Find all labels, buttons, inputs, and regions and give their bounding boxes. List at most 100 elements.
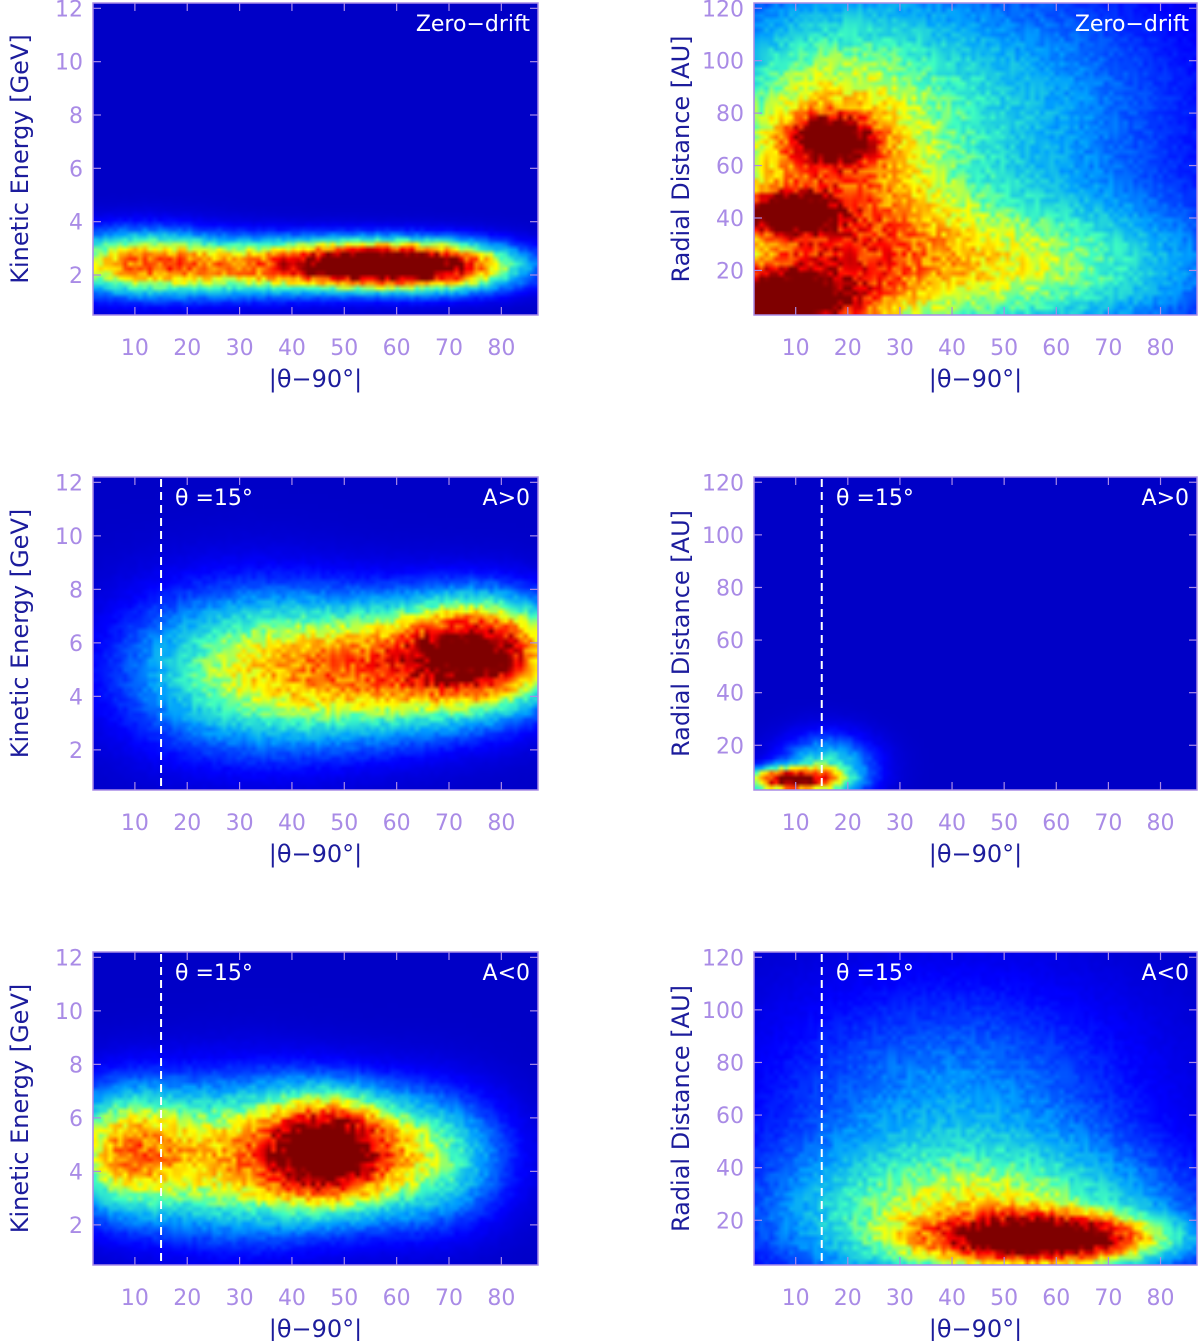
- x-tick-label: 10: [121, 336, 149, 361]
- x-axis-label: |θ−90°|: [929, 840, 1023, 868]
- x-tick-label: 10: [782, 336, 810, 361]
- x-tick-label: 10: [782, 811, 810, 836]
- x-tick-label: 50: [330, 811, 358, 836]
- x-tick-label: 20: [173, 336, 201, 361]
- x-tick-label: 30: [886, 336, 914, 361]
- y-axis-label: Kinetic Energy [GeV]: [6, 509, 34, 758]
- x-tick-label: 20: [834, 1286, 862, 1311]
- y-tick-label: 4: [69, 1160, 83, 1185]
- panel-case-label: A<0: [483, 961, 530, 986]
- heatmap-energy-a-negative: [93, 952, 538, 1265]
- x-tick-label: 40: [278, 336, 306, 361]
- y-axis-label: Radial Distance [AU]: [667, 985, 695, 1232]
- panel-energy-a-negative: 10 20 30 40 50 60 70 80 2 4 6 8 10 12 |θ−90°| Kinetic E…: [6, 946, 539, 1341]
- x-tick-label: 20: [173, 811, 201, 836]
- panel-radius-a-positive: 10 20 30 40 50 60 70 80 20 40 60 80 100 120 |θ−90°| Rad…: [667, 471, 1198, 868]
- x-axis-label: |θ−90°|: [929, 365, 1023, 393]
- x-tick-label: 60: [383, 811, 411, 836]
- y-tick-label: 100: [702, 524, 744, 549]
- x-tick-label: 30: [226, 336, 254, 361]
- x-tick-label: 30: [226, 1286, 254, 1311]
- y-tick-label: 20: [716, 259, 744, 284]
- y-tick-label: 60: [716, 629, 744, 654]
- plot-frame: [753, 951, 1198, 1266]
- x-tick-label: 60: [1042, 336, 1070, 361]
- x-tick-label: 20: [834, 336, 862, 361]
- x-tick-label: 80: [1147, 1286, 1175, 1311]
- y-tick-label: 20: [716, 734, 744, 759]
- x-tick-label: 80: [487, 1286, 515, 1311]
- y-tick-label: 20: [716, 1209, 744, 1234]
- x-tick-label: 70: [435, 811, 463, 836]
- x-tick-label: 70: [1094, 811, 1122, 836]
- y-tick-label: 60: [716, 1104, 744, 1129]
- y-tick-label: 6: [69, 157, 83, 182]
- y-tick-label: 8: [69, 1053, 83, 1078]
- y-tick-label: 6: [69, 632, 83, 657]
- panel-theta-label: θ =15°: [175, 486, 253, 511]
- panel-radius-a-negative: 10 20 30 40 50 60 70 80 20 40 60 80 100 120 |θ−90°| Rad…: [667, 946, 1198, 1341]
- x-tick-label: 70: [1094, 336, 1122, 361]
- panel-theta-label: θ =15°: [836, 486, 914, 511]
- x-tick-label: 40: [938, 1286, 966, 1311]
- x-tick-label: 80: [1147, 336, 1175, 361]
- y-tick-label: 4: [69, 685, 83, 710]
- x-tick-label: 80: [487, 811, 515, 836]
- heatmap-radius-a-negative: [754, 952, 1197, 1265]
- y-axis-label: Kinetic Energy [GeV]: [6, 34, 34, 283]
- y-tick-label: 80: [716, 1051, 744, 1076]
- heatmap-radius-a-positive: [754, 477, 1197, 790]
- y-axis-label: Kinetic Energy [GeV]: [6, 984, 34, 1233]
- panel-theta-label: θ =15°: [836, 961, 914, 986]
- panel-theta-label: θ =15°: [175, 961, 253, 986]
- y-tick-label: 10: [55, 525, 83, 550]
- x-tick-label: 30: [226, 811, 254, 836]
- panel-case-label: Zero−drift: [1075, 12, 1190, 37]
- y-tick-label: 4: [69, 211, 83, 236]
- x-tick-label: 80: [1147, 811, 1175, 836]
- heatmap-radius-zero-drift: [754, 3, 1197, 315]
- x-tick-label: 40: [938, 336, 966, 361]
- x-tick-label: 50: [990, 1286, 1018, 1311]
- plot-frame: [92, 951, 539, 1266]
- x-tick-label: 10: [121, 811, 149, 836]
- y-tick-label: 60: [716, 155, 744, 180]
- y-tick-label: 2: [69, 1214, 83, 1239]
- x-tick-label: 20: [173, 1286, 201, 1311]
- x-tick-label: 40: [278, 811, 306, 836]
- x-tick-label: 50: [330, 1286, 358, 1311]
- y-tick-label: 8: [69, 578, 83, 603]
- x-tick-label: 60: [1042, 811, 1070, 836]
- x-tick-label: 40: [278, 1286, 306, 1311]
- y-tick-label: 12: [55, 946, 83, 971]
- y-tick-label: 80: [716, 576, 744, 601]
- x-axis-label: |θ−90°|: [269, 365, 363, 393]
- x-tick-label: 10: [782, 1286, 810, 1311]
- x-tick-label: 40: [938, 811, 966, 836]
- panel-energy-a-positive: 10 20 30 40 50 60 70 80 2 4 6 8 10 12 |θ−90°| Kinetic E…: [6, 471, 539, 868]
- x-tick-label: 10: [121, 1286, 149, 1311]
- y-tick-label: 2: [69, 264, 83, 289]
- panel-case-label: A>0: [483, 486, 530, 511]
- y-tick-label: 120: [702, 946, 744, 971]
- y-axis-label: Radial Distance [AU]: [667, 35, 695, 282]
- x-tick-label: 50: [330, 336, 358, 361]
- x-tick-label: 50: [990, 811, 1018, 836]
- y-tick-label: 6: [69, 1107, 83, 1132]
- plot-frame: [92, 2, 539, 316]
- panel-radius-zero-drift: 10 20 30 40 50 60 70 80 20 40 60 80 100 120 |θ−90°| Rad…: [667, 0, 1198, 393]
- x-tick-label: 70: [435, 336, 463, 361]
- x-tick-label: 50: [990, 336, 1018, 361]
- x-tick-label: 30: [886, 1286, 914, 1311]
- y-tick-label: 2: [69, 739, 83, 764]
- x-tick-label: 30: [886, 811, 914, 836]
- x-axis-label: |θ−90°|: [929, 1315, 1023, 1341]
- y-axis-label: Radial Distance [AU]: [667, 510, 695, 757]
- y-tick-label: 10: [55, 51, 83, 76]
- y-tick-label: 40: [716, 207, 744, 232]
- y-tick-label: 8: [69, 104, 83, 129]
- y-tick-label: 40: [716, 682, 744, 707]
- x-tick-label: 20: [834, 811, 862, 836]
- panel-case-label: Zero−drift: [416, 12, 531, 37]
